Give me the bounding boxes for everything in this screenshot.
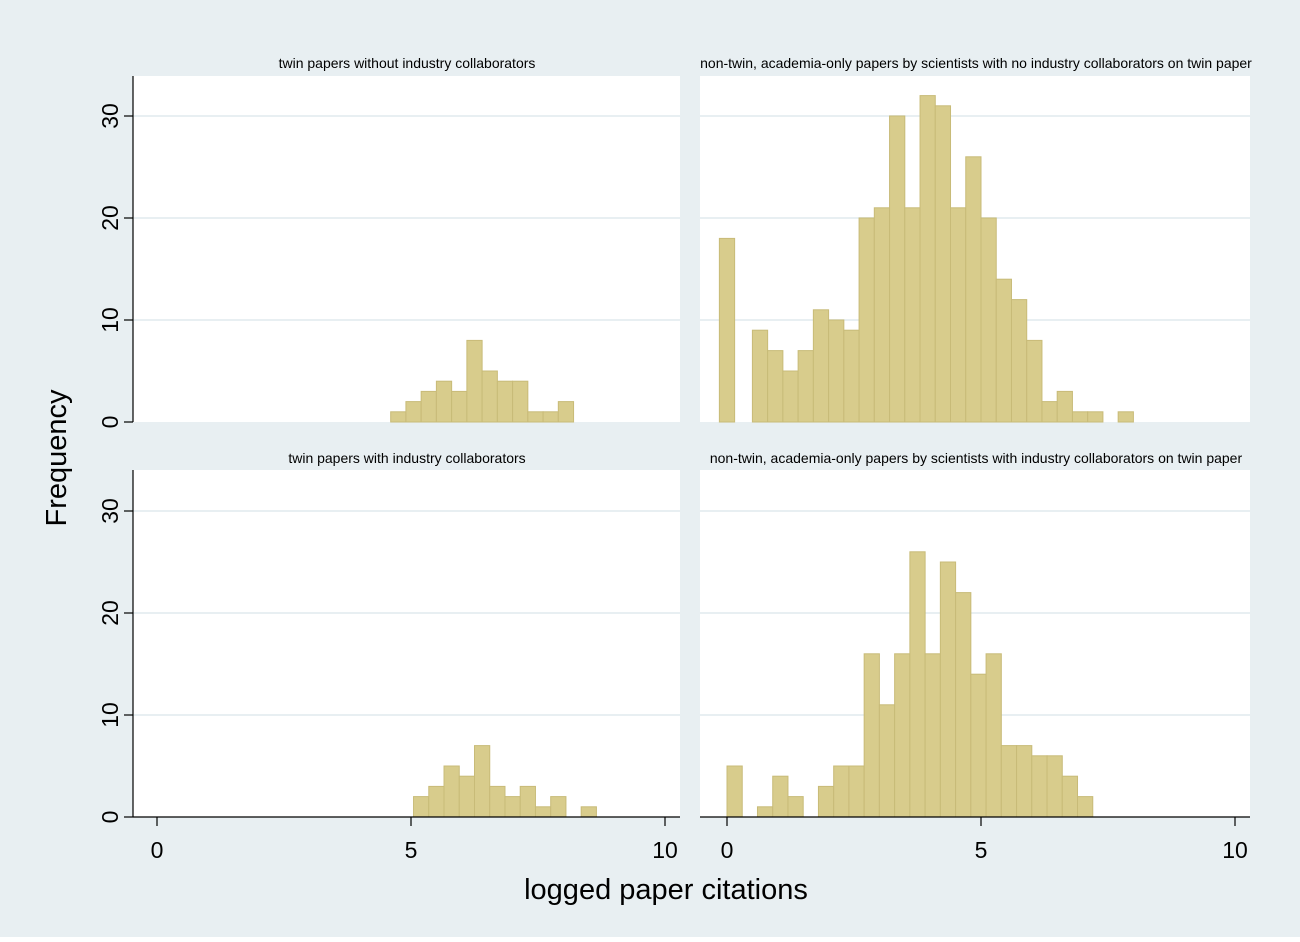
histogram-bar xyxy=(919,95,936,423)
histogram-bar xyxy=(894,653,911,818)
histogram-bar xyxy=(965,156,982,423)
y-tick-label: 30 xyxy=(97,498,123,524)
histogram-bar xyxy=(1117,411,1134,423)
panel-4: non-twin, academia-only papers by scient… xyxy=(700,450,1250,863)
histogram-bar xyxy=(772,775,789,818)
histogram-bar xyxy=(527,411,544,423)
histogram-bar xyxy=(980,217,997,423)
histogram-bar xyxy=(843,329,860,423)
histogram-bar xyxy=(817,785,835,818)
histogram-bar xyxy=(985,653,1002,818)
histogram-bar xyxy=(435,380,453,423)
histogram-bar xyxy=(812,309,830,423)
histogram-bar xyxy=(1077,796,1094,818)
histogram-bar xyxy=(420,390,437,423)
panel-title: non-twin, academia-only papers by scient… xyxy=(700,55,1252,71)
histogram-bar xyxy=(519,785,536,818)
x-tick-label: 5 xyxy=(975,837,988,863)
histogram-bar xyxy=(504,796,521,818)
histogram-bar xyxy=(833,765,850,818)
panel-title: twin papers with industry collaborators xyxy=(288,450,525,466)
panel-3: twin papers with industry collaborators 0… xyxy=(97,450,680,863)
plot-area xyxy=(133,76,680,422)
x-tick-label: 0 xyxy=(721,837,734,863)
histogram-bar xyxy=(782,370,799,423)
histogram-bar xyxy=(1087,411,1104,423)
histogram-bar xyxy=(1026,339,1043,423)
panel-2: non-twin, academia-only papers by scient… xyxy=(700,55,1252,423)
histogram-bar xyxy=(939,561,957,818)
x-tick-label: 10 xyxy=(1222,837,1248,863)
x-tick-label: 10 xyxy=(652,837,678,863)
histogram-bar xyxy=(924,653,941,818)
histogram-bar xyxy=(428,785,445,818)
y-tick-label: 10 xyxy=(97,702,123,728)
histogram-bar xyxy=(909,551,926,818)
histogram-bar xyxy=(390,411,407,423)
histogram-bar xyxy=(451,390,468,423)
x-axis-label: logged paper citations xyxy=(524,874,808,906)
histogram-bar xyxy=(756,806,774,818)
histogram-bar xyxy=(889,115,906,423)
histogram-bar xyxy=(751,329,769,423)
histogram-bar xyxy=(970,673,987,818)
histogram-bar xyxy=(1016,745,1033,818)
histogram-bar xyxy=(904,207,921,423)
histogram-bar xyxy=(1046,755,1063,818)
histogram-bar xyxy=(496,380,514,423)
x-tick-label: 0 xyxy=(151,837,164,863)
y-tick-label: 20 xyxy=(97,205,123,231)
histogram-bar xyxy=(1000,745,1018,818)
histogram-bar xyxy=(950,207,967,423)
histogram-bar xyxy=(1010,299,1028,423)
histogram-bar xyxy=(580,806,597,818)
histogram-bar xyxy=(413,796,430,818)
histogram-bar xyxy=(550,796,567,818)
histogram-bar xyxy=(557,401,575,423)
x-tick-label: 5 xyxy=(405,837,418,863)
histogram-bar xyxy=(767,350,784,423)
histogram-bar xyxy=(828,319,845,423)
histogram-bar xyxy=(489,785,506,818)
panel-title: non-twin, academia-only papers by scient… xyxy=(710,450,1243,466)
histogram-bar xyxy=(858,217,875,423)
histogram-bar xyxy=(1061,775,1079,818)
y-tick-label: 0 xyxy=(97,811,123,824)
histogram-bar xyxy=(995,278,1012,423)
histogram-bar xyxy=(405,401,422,423)
histogram-bar xyxy=(718,237,736,423)
histogram-bar xyxy=(934,105,952,423)
histogram-bar xyxy=(542,411,559,423)
histogram-bar xyxy=(955,592,972,818)
histogram-bar xyxy=(726,765,743,818)
histogram-bar xyxy=(878,704,896,818)
panel-1: twin papers without industry collaborato… xyxy=(97,55,680,428)
histogram-bar xyxy=(1056,390,1073,423)
histogram-bar xyxy=(534,806,552,818)
histogram-bar xyxy=(512,380,529,423)
y-tick-label: 20 xyxy=(97,600,123,626)
histogram-bar xyxy=(797,350,814,423)
histogram-bar xyxy=(873,207,891,423)
histogram-bar xyxy=(466,339,483,423)
y-axis-label: Frequency xyxy=(41,389,73,527)
panels: twin papers without industry collaborato… xyxy=(97,55,1252,863)
histogram-bar xyxy=(863,653,880,818)
histogram-bar xyxy=(1071,411,1089,423)
histogram-bar xyxy=(443,765,460,818)
plot-area xyxy=(133,470,680,817)
panel-title: twin papers without industry collaborato… xyxy=(279,55,536,71)
histogram-bar xyxy=(1041,401,1058,423)
histogram-bar xyxy=(787,796,804,818)
y-tick-label: 30 xyxy=(97,103,123,129)
histogram-bar xyxy=(474,745,491,818)
histogram-bar xyxy=(1031,755,1048,818)
histogram-bar xyxy=(458,775,476,818)
y-tick-label: 0 xyxy=(97,416,123,429)
histogram-bar xyxy=(848,765,865,818)
y-tick-label: 10 xyxy=(97,307,123,333)
histogram-bar xyxy=(481,370,498,423)
